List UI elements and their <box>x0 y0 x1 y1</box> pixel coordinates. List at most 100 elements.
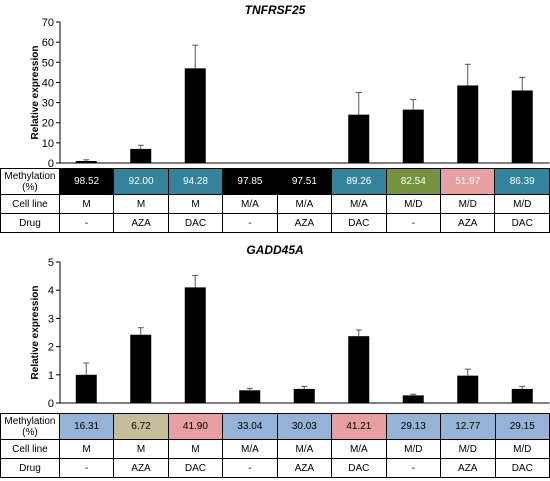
y-tick-label: 40 <box>42 77 54 89</box>
y-axis-label: Relative expression <box>30 286 41 380</box>
chart-title: GADD45A <box>246 243 303 257</box>
row-label-methylation: Methylation (%) <box>0 168 60 195</box>
drug-cell: AZA <box>276 458 333 478</box>
chart-tnfrsf25: TNFRSF25 Relative expression 0 10 20 30 40 50 60… <box>30 3 550 170</box>
bar <box>75 374 97 403</box>
y-tick-label: 2 <box>48 342 54 354</box>
bar <box>130 334 152 403</box>
methylation-cell: 97.85 <box>222 168 278 195</box>
cell-line-cell: M/A <box>222 439 278 459</box>
y-tick-label: 70 <box>42 17 54 29</box>
y-tick-label: 60 <box>42 37 54 49</box>
bar <box>457 85 479 163</box>
cell-line-cell: M <box>113 439 169 459</box>
methylation-cell: 94.28 <box>167 168 224 195</box>
y-tick-label: 10 <box>42 138 54 150</box>
y-tick-label: 5 <box>48 257 54 269</box>
methylation-cell: 12.77 <box>440 413 496 440</box>
cell-line-cell: M/A <box>276 439 333 459</box>
drug-cell: DAC <box>494 213 550 233</box>
table-gadd45a: Methylation (%) 16.31 6.72 41.90 33.04 30.03 41… <box>0 413 550 478</box>
bar <box>184 287 206 403</box>
drug-cell: DAC <box>331 213 387 233</box>
drug-cell: DAC <box>167 213 224 233</box>
methylation-cell: 98.52 <box>58 168 115 195</box>
drug-cell: - <box>385 458 442 478</box>
table-row-methylation: Methylation (%) 98.52 92.00 94.28 97.85 97.51 8… <box>0 168 550 195</box>
methylation-cell: 89.26 <box>331 168 387 195</box>
row-label-methylation: Methylation (%) <box>0 413 60 440</box>
chart-panel-tnfrsf25: TNFRSF25 Relative expression 0 10 20 30 40 50 60… <box>0 0 550 235</box>
cell-line-cell: M/A <box>331 194 387 214</box>
y-tick-label: 4 <box>48 285 54 297</box>
methylation-cell: 29.15 <box>494 413 550 440</box>
table-row-cell-line: Cell line M M M M/A M/A M/A M/D M/D M/D <box>0 194 550 214</box>
cell-line-cell: M/A <box>276 194 333 214</box>
methylation-cell: 51.97 <box>440 168 496 195</box>
y-tick-label: 0 <box>48 158 54 170</box>
cell-line-cell: M <box>167 194 224 214</box>
bar <box>511 388 533 403</box>
y-tick-label: 50 <box>42 57 54 69</box>
y-tick-label: 0 <box>48 398 54 410</box>
bar <box>348 336 370 403</box>
cell-line-cell: M/D <box>494 439 550 459</box>
row-label-drug: Drug <box>0 213 60 233</box>
bar <box>511 90 533 163</box>
drug-cell: AZA <box>440 458 496 478</box>
cell-line-cell: M <box>167 439 224 459</box>
drug-cell: AZA <box>113 458 169 478</box>
methylation-cell: 16.31 <box>58 413 115 440</box>
table-row-methylation: Methylation (%) 16.31 6.72 41.90 33.04 30.03 41… <box>0 413 550 440</box>
bar <box>239 390 261 403</box>
y-tick-label: 20 <box>42 118 54 130</box>
bar <box>293 388 315 403</box>
row-label-cell-line: Cell line <box>0 194 60 214</box>
methylation-cell: 6.72 <box>113 413 169 440</box>
methylation-cell: 82.54 <box>385 168 442 195</box>
cell-line-cell: M/D <box>385 194 442 214</box>
methylation-cell: 41.21 <box>331 413 387 440</box>
table-tnfrsf25: Methylation (%) 98.52 92.00 94.28 97.85 97.51 8… <box>0 168 550 233</box>
table-row-drug: Drug - AZA DAC - AZA DAC - AZA DAC <box>0 458 550 478</box>
bar <box>457 375 479 403</box>
table-row-drug: Drug - AZA DAC - AZA DAC - AZA DAC <box>0 213 550 233</box>
cell-line-cell: M/D <box>440 194 496 214</box>
cell-line-cell: M <box>58 194 115 214</box>
cell-line-cell: M/D <box>494 194 550 214</box>
methylation-cell: 29.13 <box>385 413 442 440</box>
drug-cell: AZA <box>113 213 169 233</box>
bar <box>402 395 424 403</box>
cell-line-cell: M/D <box>440 439 496 459</box>
drug-cell: - <box>385 213 442 233</box>
drug-cell: AZA <box>276 213 333 233</box>
drug-cell: DAC <box>167 458 224 478</box>
y-tick-label: 30 <box>42 98 54 110</box>
y-tick-label: 3 <box>48 313 54 325</box>
cell-line-cell: M/A <box>222 194 278 214</box>
drug-cell: DAC <box>331 458 387 478</box>
y-axis-label: Relative expression <box>30 46 41 140</box>
bar <box>75 160 97 163</box>
cell-line-cell: M/A <box>331 439 387 459</box>
bar <box>184 68 206 163</box>
cell-line-cell: M/D <box>385 439 442 459</box>
methylation-cell: 92.00 <box>113 168 169 195</box>
drug-cell: - <box>58 213 115 233</box>
drug-cell: DAC <box>494 458 550 478</box>
row-label-drug: Drug <box>0 458 60 478</box>
methylation-cell: 30.03 <box>276 413 333 440</box>
cell-line-cell: M <box>113 194 169 214</box>
bar <box>130 148 152 163</box>
drug-cell: AZA <box>440 213 496 233</box>
chart-gadd45a: GADD45A Relative expression 0 1 2 3 4 5 <box>30 243 550 410</box>
bar <box>348 114 370 163</box>
row-label-cell-line: Cell line <box>0 439 60 459</box>
cell-line-cell: M <box>58 439 115 459</box>
bar <box>402 109 424 163</box>
table-row-cell-line: Cell line M M M M/A M/A M/A M/D M/D M/D <box>0 439 550 459</box>
drug-cell: - <box>58 458 115 478</box>
methylation-cell: 41.90 <box>167 413 224 440</box>
chart-panel-gadd45a: GADD45A Relative expression 0 1 2 3 4 5 Methyla… <box>0 241 550 481</box>
methylation-cell: 33.04 <box>222 413 278 440</box>
